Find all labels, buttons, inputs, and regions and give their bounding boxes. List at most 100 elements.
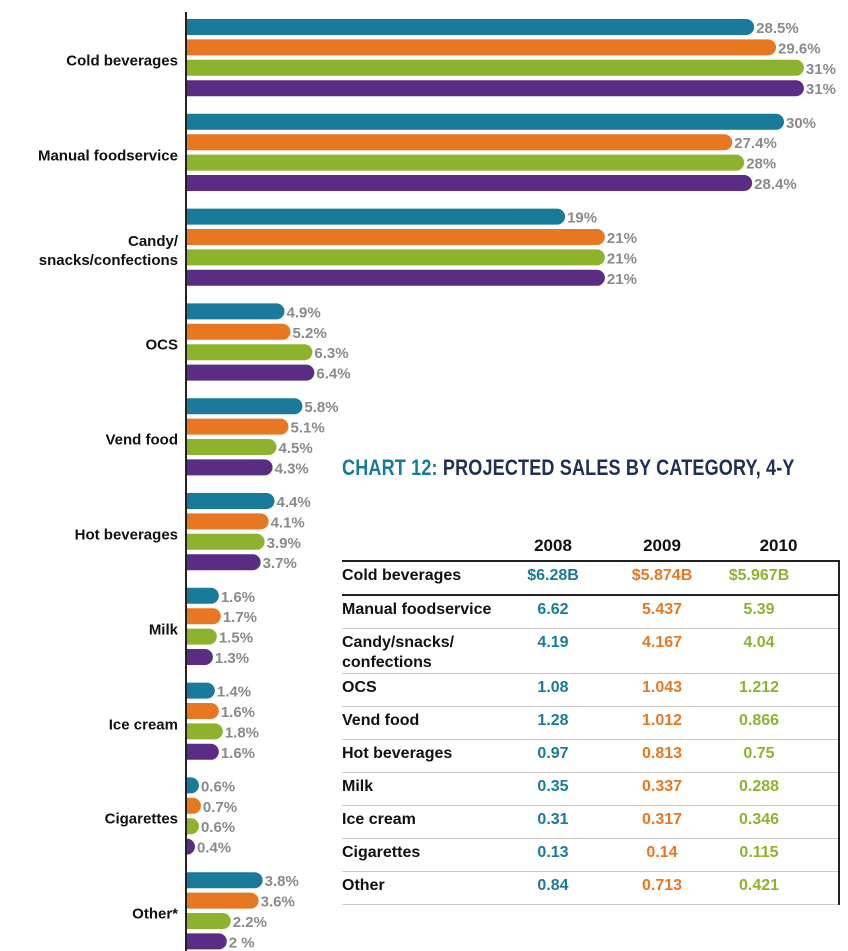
cell-value: 1.012 — [606, 706, 718, 740]
header-row: 2008 2009 2010 — [342, 532, 839, 562]
category-label: Ice cream — [108, 716, 178, 734]
bar — [187, 344, 313, 361]
table-title: CHART 12: PROJECTED SALES BY CATEGORY, 4… — [342, 455, 795, 481]
title-number: CHART 12: — [342, 455, 438, 480]
bar — [187, 913, 231, 929]
table-body: Cold beverages $6.28B $5.874B $5.967B Manual… — [342, 561, 840, 905]
bar — [187, 513, 269, 530]
bar — [187, 59, 804, 76]
bar — [187, 682, 215, 699]
title-text: PROJECTED SALES BY CATEGORY, 4-Y — [442, 455, 795, 480]
bar — [187, 872, 263, 889]
bar — [186, 208, 566, 225]
cell-value: 0.84 — [500, 871, 606, 905]
bar — [187, 154, 745, 171]
category-label: Milk — [148, 621, 178, 639]
table-row: Manual foodservice 6.62 5.437 5.39 — [342, 595, 840, 629]
row-label: Milk — [342, 772, 500, 806]
value-label: 3.7% — [263, 555, 297, 572]
cell-value: 0.14 — [606, 838, 718, 872]
value-label: 0.6% — [201, 819, 235, 836]
bar — [187, 39, 777, 56]
value-label: 19% — [567, 210, 597, 227]
row-label: Cigarettes — [342, 838, 500, 872]
value-label: 29.6% — [778, 40, 821, 57]
table-row: Other 0.84 0.713 0.421 — [342, 871, 840, 905]
cell-value: 0.35 — [500, 772, 606, 806]
bar — [186, 439, 277, 455]
cell-value: 1.28 — [500, 706, 606, 740]
bar — [186, 398, 303, 415]
value-label: 6.3% — [314, 345, 348, 362]
cell-value: 0.713 — [606, 871, 718, 905]
bar — [187, 19, 755, 35]
bar — [187, 777, 199, 794]
value-label: 31% — [806, 61, 836, 78]
row-label: Cold beverages — [342, 561, 500, 596]
bar — [187, 608, 221, 625]
cell-value: 0.31 — [500, 805, 606, 839]
value-label: 4.5% — [279, 440, 313, 457]
column-header: 2009 — [606, 532, 718, 562]
value-label: 6.4% — [316, 366, 350, 383]
cell-value: $5.874B — [606, 561, 718, 596]
category-label: Hot beverages — [74, 526, 178, 544]
value-label: 28.5% — [756, 20, 799, 37]
cell-value: 0.346 — [718, 805, 840, 839]
cell-value: $6.28B — [500, 561, 606, 596]
value-label: 3.6% — [261, 894, 295, 911]
value-label: 1.6% — [221, 589, 255, 606]
value-label: 21% — [607, 271, 637, 288]
cell-value: 4.19 — [500, 628, 606, 674]
bar — [187, 113, 784, 130]
cell-value: 0.115 — [718, 838, 840, 872]
value-label: 1.4% — [217, 684, 251, 701]
value-label: 28% — [746, 156, 776, 173]
bar — [187, 229, 605, 245]
value-label: 1.8% — [225, 724, 259, 741]
cell-value: 0.13 — [500, 838, 606, 872]
value-label: 0.7% — [203, 799, 237, 816]
bar — [187, 703, 219, 719]
value-label: 30% — [786, 115, 816, 132]
column-header: 2008 — [500, 532, 606, 562]
bar — [187, 303, 285, 320]
bar — [187, 649, 213, 665]
bar — [187, 628, 217, 645]
value-label: 0.6% — [201, 778, 235, 795]
value-label: 28.4% — [754, 176, 797, 193]
row-label: Manual foodservice — [342, 595, 500, 629]
cell-value: 5.39 — [718, 595, 840, 629]
column-header: 2010 — [718, 532, 839, 562]
category-label: Cigarettes — [104, 810, 178, 828]
value-label: 2 % — [229, 934, 255, 951]
bar — [187, 723, 223, 740]
bar — [186, 364, 315, 381]
table-row: Hot beverages 0.97 0.813 0.75 — [342, 739, 840, 773]
value-label: 4.4% — [277, 494, 311, 511]
sales-table: 2008 2009 2010 Cold beverages $6.28B $5.874B… — [342, 532, 840, 905]
table-row: Candy/snacks/ confections 4.19 4.167 4.04 — [342, 628, 840, 674]
cell-value: 0.75 — [718, 739, 840, 773]
cell-value: 0.317 — [606, 805, 718, 839]
cell-value: 1.043 — [606, 673, 718, 707]
value-label: 1.7% — [223, 609, 257, 626]
bar — [187, 269, 605, 286]
table-row: Vend food 1.28 1.012 0.866 — [342, 706, 840, 740]
bar — [187, 493, 275, 509]
bar — [187, 249, 605, 266]
cell-value: 0.337 — [606, 772, 718, 806]
header-blank — [342, 532, 500, 562]
value-label: 4.3% — [275, 460, 309, 477]
value-label: 4.1% — [271, 514, 305, 531]
cell-value: 1.08 — [500, 673, 606, 707]
bar — [187, 933, 227, 950]
bar — [187, 818, 199, 835]
bar — [187, 323, 291, 340]
cell-value: $5.967B — [718, 561, 840, 596]
category-label: OCS — [145, 336, 178, 354]
row-label: Candy/snacks/ confections — [342, 628, 500, 674]
category-label: Manual foodservice — [37, 147, 178, 165]
